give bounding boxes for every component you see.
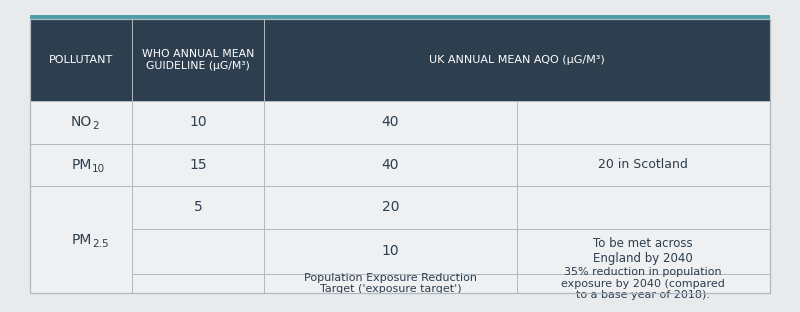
Bar bbox=[30, 19, 770, 293]
Bar bbox=[517, 274, 770, 293]
Bar bbox=[133, 274, 264, 293]
Text: Population Exposure Reduction
Target ('exposure target'): Population Exposure Reduction Target ('e… bbox=[304, 273, 477, 295]
Text: 5: 5 bbox=[194, 201, 202, 214]
Text: NO: NO bbox=[70, 115, 92, 129]
Text: 2.5: 2.5 bbox=[92, 239, 109, 249]
Bar bbox=[264, 144, 517, 186]
Bar bbox=[133, 186, 264, 229]
Text: PM: PM bbox=[71, 233, 91, 247]
Text: 35% reduction in population
exposure by 2040 (compared
to a base year of 2018).: 35% reduction in population exposure by … bbox=[562, 267, 725, 300]
Bar bbox=[517, 101, 770, 144]
Bar bbox=[517, 229, 770, 274]
Text: 10: 10 bbox=[92, 164, 105, 174]
Bar bbox=[264, 229, 517, 274]
Bar bbox=[517, 144, 770, 186]
Bar bbox=[30, 15, 770, 19]
Bar bbox=[517, 19, 770, 101]
Bar bbox=[30, 186, 133, 293]
Text: 40: 40 bbox=[382, 158, 399, 172]
Bar bbox=[30, 19, 133, 101]
Text: 20: 20 bbox=[382, 201, 399, 214]
Bar bbox=[517, 186, 770, 229]
Text: 10: 10 bbox=[190, 115, 207, 129]
Text: WHO ANNUAL MEAN
GUIDELINE (μG/M³): WHO ANNUAL MEAN GUIDELINE (μG/M³) bbox=[142, 49, 254, 71]
Text: 2: 2 bbox=[93, 121, 99, 131]
Bar bbox=[264, 274, 517, 293]
Text: 20 in Scotland: 20 in Scotland bbox=[598, 158, 688, 171]
Bar bbox=[133, 144, 264, 186]
Text: PM: PM bbox=[71, 158, 91, 172]
Text: To be met across
England by 2040: To be met across England by 2040 bbox=[594, 237, 693, 266]
Bar bbox=[264, 19, 517, 101]
Bar bbox=[264, 101, 517, 144]
Bar bbox=[30, 101, 133, 144]
Text: 10: 10 bbox=[382, 244, 399, 258]
Bar bbox=[133, 19, 264, 101]
Text: POLLUTANT: POLLUTANT bbox=[50, 55, 114, 65]
Bar bbox=[133, 101, 264, 144]
Bar bbox=[133, 229, 264, 274]
Bar bbox=[264, 186, 517, 229]
Text: 15: 15 bbox=[190, 158, 207, 172]
Text: 40: 40 bbox=[382, 115, 399, 129]
Text: UK ANNUAL MEAN AQO (μG/M³): UK ANNUAL MEAN AQO (μG/M³) bbox=[429, 55, 605, 65]
Bar bbox=[264, 19, 770, 101]
Bar bbox=[30, 144, 133, 186]
